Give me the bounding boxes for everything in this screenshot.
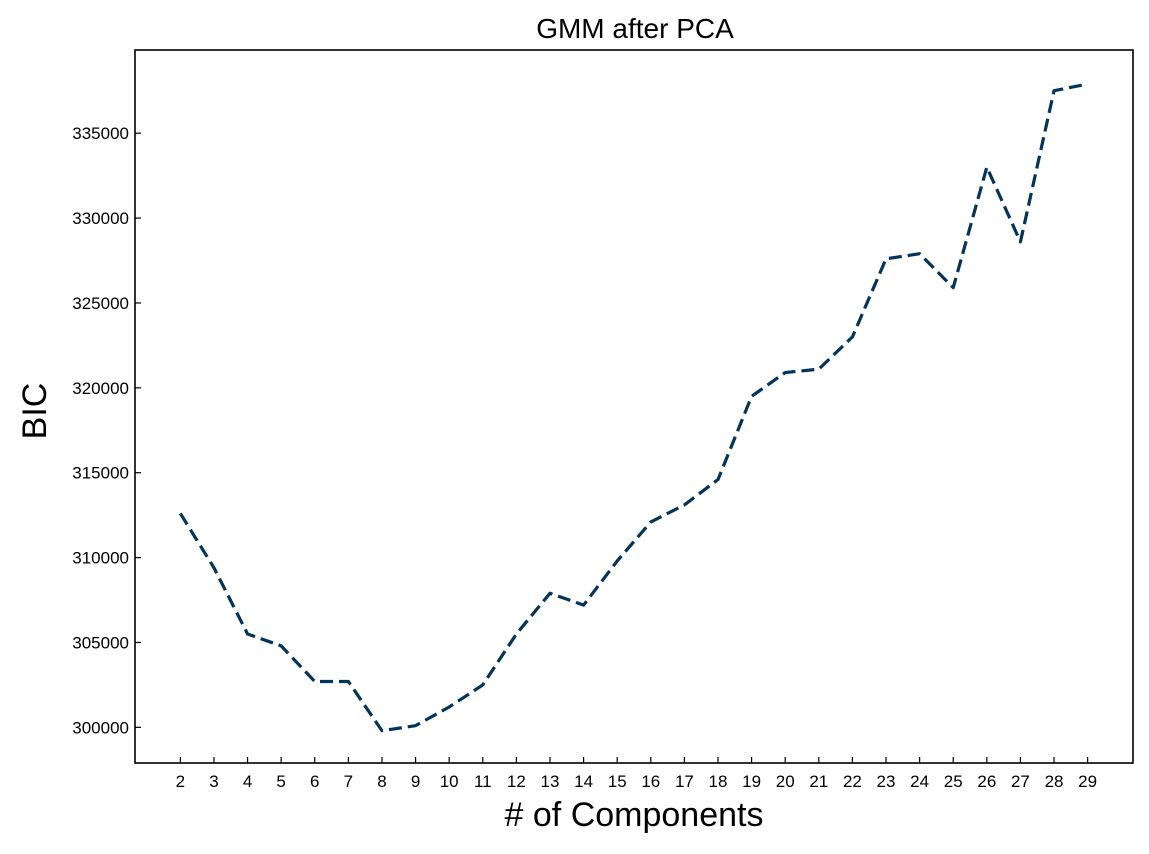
x-tick-label: 17 <box>675 772 694 791</box>
x-tick-label: 27 <box>1011 772 1030 791</box>
x-tick-label: 23 <box>877 772 896 791</box>
y-tick-label: 320000 <box>72 379 129 398</box>
y-tick-label: 315000 <box>72 464 129 483</box>
x-tick-label: 5 <box>276 772 285 791</box>
x-tick-label: 2 <box>176 772 185 791</box>
x-axis: 2 3 4 5 6 7 8 9 10 11 12 13 14 15 16 17 18 19 20 21 22 23 24 25… <box>176 757 1097 791</box>
x-tick-label: 21 <box>809 772 828 791</box>
x-tick-label: 18 <box>709 772 728 791</box>
x-tick-label: 9 <box>411 772 420 791</box>
series-line-0 <box>178 82 1088 733</box>
x-tick-label: 11 <box>474 772 492 791</box>
x-tick-label: 10 <box>440 772 459 791</box>
x-tick-label: 6 <box>310 772 319 791</box>
y-tick-label: 310000 <box>72 549 129 568</box>
x-tick-label: 8 <box>377 772 386 791</box>
x-tick-label: 26 <box>977 772 996 791</box>
x-tick-label: 16 <box>641 772 660 791</box>
y-axis: 300000 305000 310000 315000 320000 325000 3300… <box>72 124 141 737</box>
x-tick-label: 13 <box>541 772 560 791</box>
x-tick-label: 19 <box>742 772 761 791</box>
x-tick-label: 20 <box>776 772 795 791</box>
x-tick-label: 24 <box>910 772 929 791</box>
y-tick-label: 300000 <box>72 718 129 737</box>
x-tick-label: 25 <box>944 772 963 791</box>
y-tick-label: 335000 <box>72 124 129 143</box>
x-tick-label: 22 <box>843 772 862 791</box>
x-tick-label: 4 <box>243 772 252 791</box>
y-axis-label: BIC <box>16 383 54 440</box>
y-tick-label: 305000 <box>72 633 129 652</box>
series-layer <box>178 82 1088 733</box>
x-tick-label: 28 <box>1045 772 1064 791</box>
plot-frame <box>134 49 1134 764</box>
x-axis-label: # of Components <box>505 796 764 834</box>
x-tick-label: 15 <box>608 772 627 791</box>
x-tick-label: 3 <box>209 772 218 791</box>
chart-title: GMM after PCA <box>536 13 734 44</box>
x-tick-label: 12 <box>507 772 526 791</box>
x-tick-label: 7 <box>344 772 353 791</box>
y-tick-label: 325000 <box>72 294 129 313</box>
x-tick-label: 29 <box>1078 772 1097 791</box>
x-tick-label: 14 <box>574 772 593 791</box>
y-tick-label: 330000 <box>72 209 129 228</box>
